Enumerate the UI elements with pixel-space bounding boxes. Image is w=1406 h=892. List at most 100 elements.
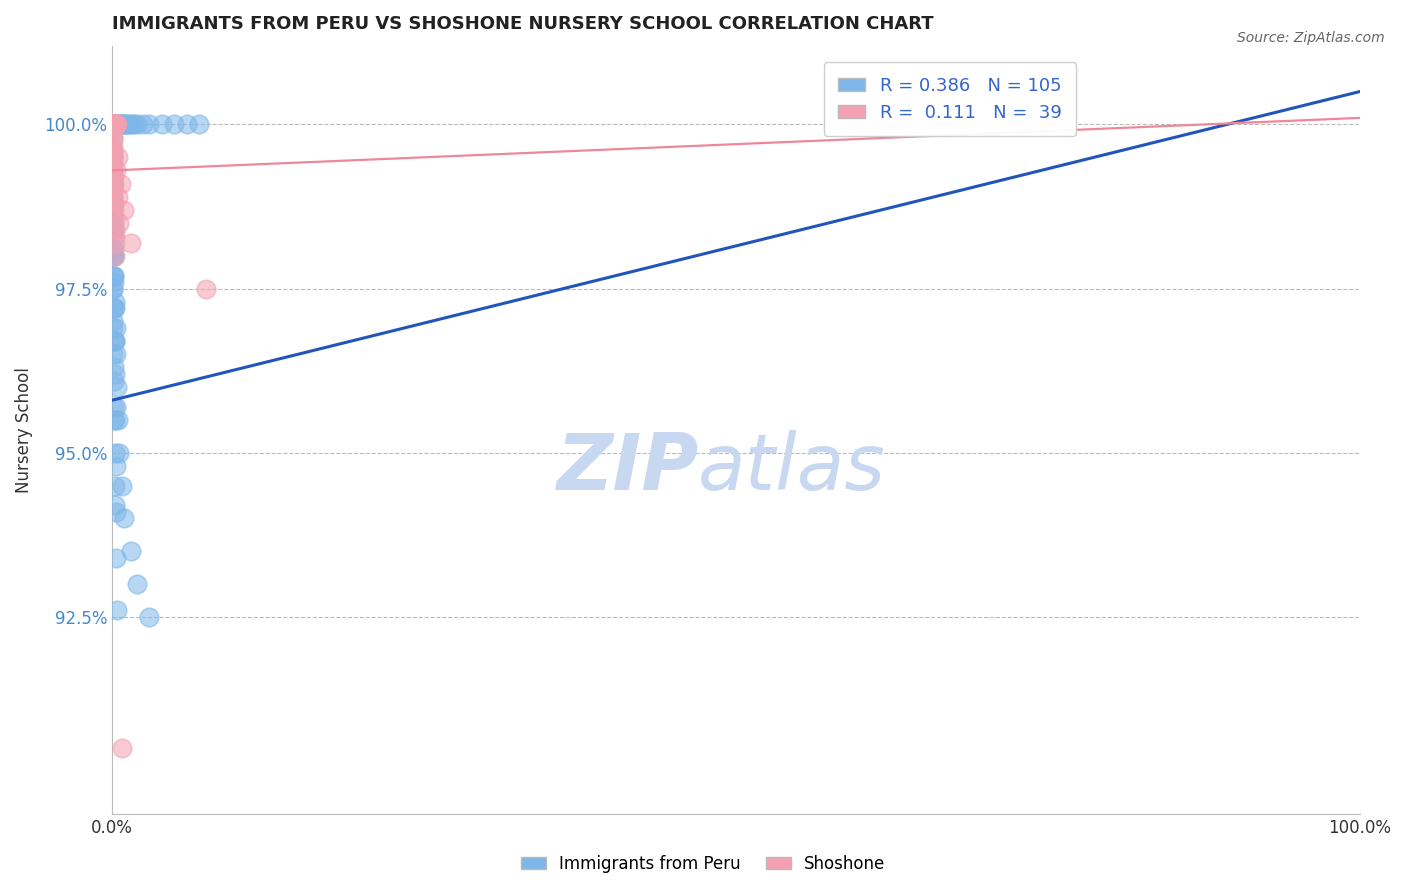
Point <box>101 282 124 296</box>
Point <box>188 118 211 132</box>
Point <box>103 374 125 388</box>
Legend: Immigrants from Peru, Shoshone: Immigrants from Peru, Shoshone <box>515 848 891 880</box>
Point <box>104 347 127 361</box>
Point <box>114 118 136 132</box>
Point <box>101 169 124 184</box>
Point <box>103 334 125 348</box>
Point <box>111 478 134 492</box>
Point <box>101 282 124 296</box>
Point <box>107 118 129 132</box>
Point <box>101 124 124 138</box>
Point <box>105 550 128 565</box>
Point <box>132 118 155 132</box>
Point <box>104 118 127 132</box>
Point <box>114 202 136 217</box>
Point <box>103 196 125 211</box>
Point <box>101 196 124 211</box>
Point <box>194 282 217 296</box>
Point <box>104 118 127 132</box>
Point <box>103 229 125 244</box>
Point <box>103 118 125 132</box>
Point <box>103 118 125 132</box>
Point <box>125 118 148 132</box>
Point <box>103 268 125 283</box>
Point <box>103 268 125 283</box>
Point <box>105 118 128 132</box>
Point <box>103 242 125 256</box>
Point <box>101 144 124 158</box>
Point <box>104 118 127 132</box>
Point <box>105 380 128 394</box>
Point <box>105 505 128 519</box>
Point <box>101 249 124 263</box>
Point <box>103 400 125 414</box>
Point <box>105 400 128 414</box>
Point <box>104 458 127 473</box>
Y-axis label: Nursery School: Nursery School <box>15 367 32 492</box>
Point <box>115 118 138 132</box>
Text: Source: ZipAtlas.com: Source: ZipAtlas.com <box>1237 31 1385 45</box>
Point <box>108 216 131 230</box>
Point <box>108 118 131 132</box>
Point <box>103 118 125 132</box>
Point <box>105 118 128 132</box>
Point <box>101 137 124 152</box>
Point <box>103 275 125 289</box>
Point <box>101 183 124 197</box>
Point <box>118 118 141 132</box>
Point <box>110 118 132 132</box>
Point <box>101 130 124 145</box>
Point <box>110 177 132 191</box>
Point <box>103 301 125 316</box>
Point <box>104 294 127 309</box>
Point <box>103 169 125 184</box>
Point <box>101 157 124 171</box>
Point <box>107 413 129 427</box>
Point <box>114 511 136 525</box>
Point <box>101 222 124 236</box>
Point <box>101 177 124 191</box>
Point <box>105 118 128 132</box>
Point <box>104 478 127 492</box>
Point <box>103 210 125 224</box>
Point <box>104 413 127 427</box>
Text: atlas: atlas <box>699 430 886 507</box>
Point <box>101 118 124 132</box>
Point <box>104 222 127 236</box>
Point <box>103 222 125 236</box>
Point <box>111 118 134 132</box>
Point <box>101 177 124 191</box>
Point <box>103 118 125 132</box>
Point <box>101 118 124 132</box>
Point <box>103 321 125 335</box>
Point <box>103 118 125 132</box>
Point <box>114 118 136 132</box>
Point <box>101 144 124 158</box>
Point <box>104 118 127 132</box>
Point <box>101 144 124 158</box>
Point <box>121 118 143 132</box>
Point <box>103 196 125 211</box>
Point <box>101 118 124 132</box>
Point <box>105 118 128 132</box>
Point <box>103 118 125 132</box>
Point <box>101 118 124 132</box>
Point <box>150 118 173 132</box>
Point <box>103 118 125 132</box>
Point <box>105 603 128 617</box>
Point <box>104 446 127 460</box>
Point <box>101 157 124 171</box>
Point <box>107 118 129 132</box>
Point <box>103 118 125 132</box>
Point <box>104 235 127 250</box>
Point <box>105 163 128 178</box>
Point <box>120 544 142 558</box>
Point <box>107 190 129 204</box>
Point <box>104 118 127 132</box>
Text: ZIP: ZIP <box>555 430 699 507</box>
Point <box>107 150 129 164</box>
Point <box>103 118 125 132</box>
Point <box>112 118 135 132</box>
Point <box>103 210 125 224</box>
Point <box>105 118 128 132</box>
